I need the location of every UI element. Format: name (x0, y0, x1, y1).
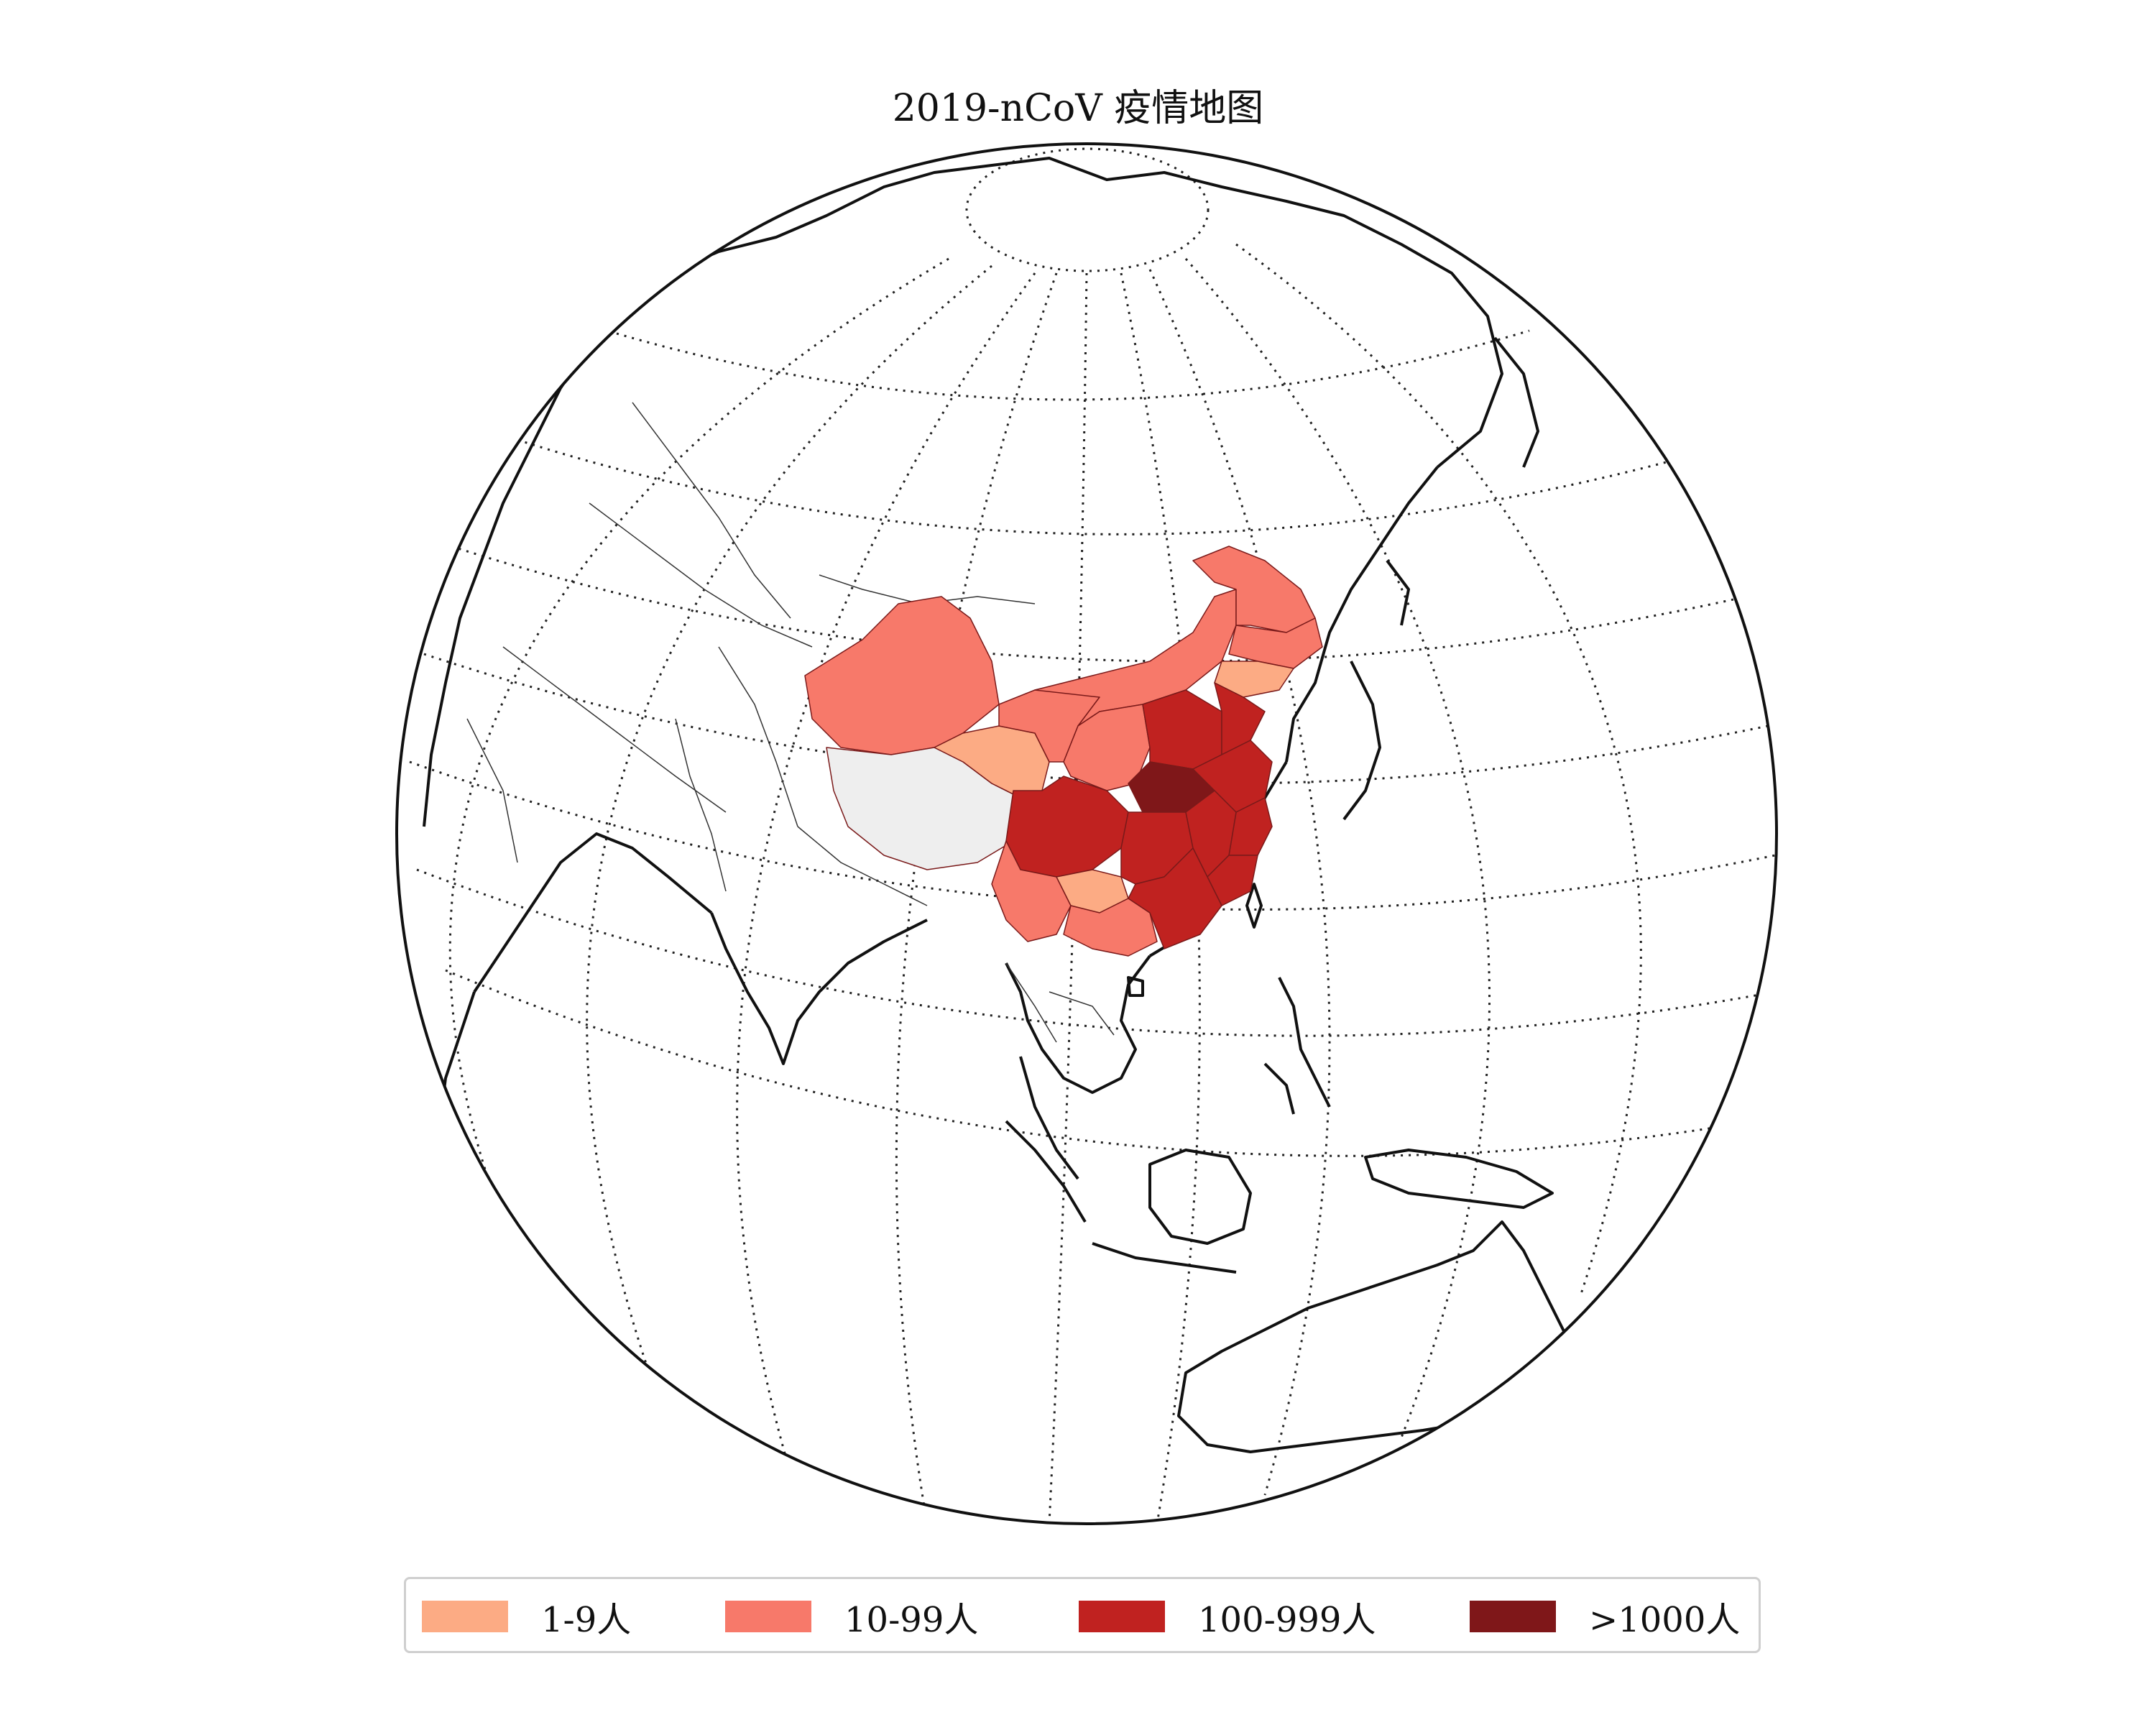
legend-swatch (725, 1601, 811, 1632)
globe-outline (395, 142, 1778, 1525)
province-yunnan (991, 840, 1072, 942)
legend-item: 100-999人 (1079, 1598, 1376, 1640)
legend-swatch (1470, 1601, 1556, 1632)
legend-label: 100-999人 (1198, 1600, 1376, 1640)
legend-item: 1-9人 (422, 1598, 631, 1640)
legend-label: 1-9人 (541, 1600, 632, 1640)
legend-label: 10-99人 (844, 1600, 979, 1640)
legend-item: >1000人 (1470, 1598, 1740, 1640)
legend-swatch (422, 1601, 508, 1632)
province-jilin (1228, 617, 1323, 669)
legend-label: >1000人 (1589, 1600, 1741, 1640)
province-guangdong (1128, 847, 1222, 949)
province-qinghai (934, 725, 1050, 799)
globe-content (409, 147, 1776, 1524)
legend-swatch (1079, 1601, 1165, 1632)
legend-item: 10-99人 (725, 1598, 978, 1640)
map-title: 2019-nCoV 疫情地图 (892, 87, 1264, 130)
province-guangxi (1063, 898, 1158, 957)
province-fujian (1207, 855, 1258, 906)
legend: 1-9人 10-99人 100-999人 >1000人 (404, 1577, 1761, 1653)
china-provinces (804, 546, 1323, 957)
graticule-parallels (409, 147, 1776, 1157)
